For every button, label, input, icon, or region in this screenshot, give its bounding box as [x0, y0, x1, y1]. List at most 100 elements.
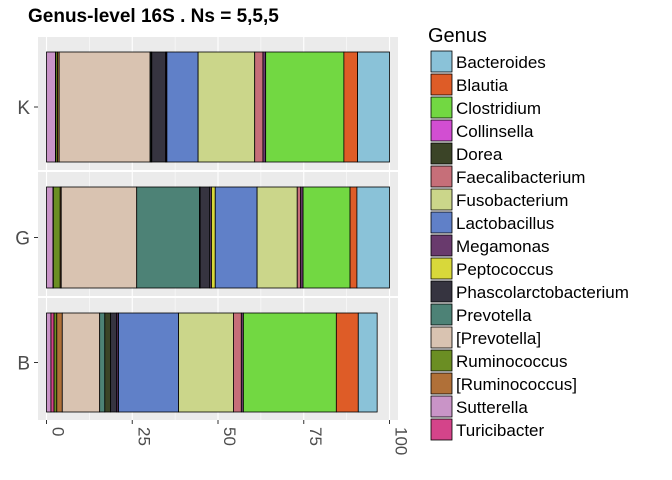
legend-item: Lactobacillus [430, 211, 554, 234]
bar-segment-phascolarctobacterium [110, 312, 117, 413]
x-tick-label: 50 [220, 427, 239, 446]
y-tick-label: K [17, 98, 30, 119]
x-tick-label: 75 [306, 427, 325, 446]
legend-swatch [430, 303, 453, 326]
legend-label: Clostridium [456, 99, 541, 118]
bar-segment-fusobacterium [197, 51, 256, 163]
legend-swatch [430, 418, 453, 441]
legend-label: Phascolarctobacterium [456, 283, 629, 302]
legend-label: Faecalibacterium [456, 168, 585, 187]
bar-segment-blautia [349, 186, 358, 289]
legend-label: Fusobacterium [456, 191, 568, 210]
y-tick-label: G [15, 229, 30, 250]
legend-label: Collinsella [456, 122, 534, 141]
legend-item: Sutterella [430, 395, 528, 418]
legend-label: Sutterella [456, 398, 528, 417]
legend-label: Turicibacter [456, 421, 545, 440]
legend-swatch [430, 211, 453, 234]
bar-segment-lactobacillus [214, 186, 258, 289]
bar-segment-lactobacillus [166, 51, 199, 163]
panel-G: G [15, 172, 398, 296]
x-tick-label: 100 [392, 427, 411, 455]
legend-item: Clostridium [430, 96, 541, 119]
bar-segment-prevotella [58, 51, 151, 163]
bar-segment-ruminococcus [53, 312, 58, 413]
legend-swatch [430, 372, 453, 395]
bar-segment-ruminococcus [56, 312, 63, 413]
bar-segment-dorea [104, 312, 112, 413]
bar-segment-phascolarctobacterium [151, 51, 166, 163]
legend-swatch [430, 234, 453, 257]
legend-swatch [430, 326, 453, 349]
legend-label: Megamonas [456, 237, 550, 256]
legend-item: Megamonas [430, 234, 550, 257]
bar-segment-clostridium [302, 186, 351, 289]
bar-segment-blautia [335, 312, 359, 413]
bar-segment-bacteroides [356, 186, 390, 289]
legend-items: Bacteroides Blautia Clostridium Collinsella… [430, 50, 629, 441]
bar-segment-prevotella [136, 186, 200, 289]
legend-label: Ruminococcus [456, 352, 568, 371]
legend-item: Dorea [430, 142, 503, 165]
bar-segment-fusobacterium [256, 186, 298, 289]
legend-item: [Ruminococcus] [430, 372, 577, 395]
bar-segment-phascolarctobacterium [199, 186, 211, 289]
bar-segment-blautia [343, 51, 359, 163]
bar-segment-sutterella [46, 186, 54, 289]
legend-item: Ruminococcus [430, 349, 568, 372]
legend-label: [Prevotella] [456, 329, 541, 348]
legend-title: Genus [428, 25, 487, 47]
x-axis: 0 25 50 75 100 [46, 420, 411, 455]
legend-label: Prevotella [456, 306, 532, 325]
legend-swatch [430, 119, 453, 142]
x-tick-label: 0 [49, 427, 68, 436]
bar-segment-turicibacter [50, 312, 55, 413]
bar-segment-clostridium [242, 312, 337, 413]
legend-swatch [430, 165, 453, 188]
bar-segment-ruminococcus [52, 186, 61, 289]
chart-title: Genus-level 16S . Ns = 5,5,5 [28, 6, 279, 27]
legend-label: Blautia [456, 76, 509, 95]
legend-item: Blautia [430, 73, 509, 96]
legend-label: Peptococcus [456, 260, 553, 279]
panel-B: B [17, 298, 398, 420]
bar-segment-bacteroides [357, 51, 390, 163]
panel-K: K [17, 37, 398, 170]
bar-segment-sutterella [46, 312, 52, 413]
legend-label: Dorea [456, 145, 503, 164]
legend-swatch [430, 257, 453, 280]
legend-label: Lactobacillus [456, 214, 554, 233]
bar-segment-megamonas [262, 51, 267, 163]
bar-segment-faecalibacterium [254, 51, 264, 163]
legend-swatch [430, 96, 453, 119]
x-tick-label: 25 [134, 427, 153, 446]
legend-item: Faecalibacterium [430, 165, 585, 188]
bar-segment-lactobacillus [118, 312, 179, 413]
bar-segment-prevotella [61, 312, 101, 413]
legend-swatch [430, 50, 453, 73]
legend-swatch [430, 280, 453, 303]
legend-item: Collinsella [430, 119, 534, 142]
legend-item: Bacteroides [430, 50, 546, 73]
legend-item: Prevotella [430, 303, 532, 326]
bar-segment-clostridium [265, 51, 345, 163]
legend-swatch [430, 349, 453, 372]
legend-label: [Ruminococcus] [456, 375, 577, 394]
y-tick-label: B [17, 354, 30, 375]
plot-panels: K G B [15, 37, 398, 420]
legend-item: Turicibacter [430, 418, 545, 441]
legend-item: [Prevotella] [430, 326, 541, 349]
bar-segment-peptococcus [211, 186, 216, 289]
legend-swatch [430, 142, 453, 165]
bar-segment-faecalibacterium [233, 312, 242, 413]
bar-segment-fusobacterium [178, 312, 234, 413]
bar-segment-prevotella [99, 312, 106, 413]
legend-label: Bacteroides [456, 53, 546, 72]
legend-item: Fusobacterium [430, 188, 568, 211]
legend: Genus Bacteroides Blautia Clostridium Colli… [428, 25, 629, 441]
bar-segment-faecalibacterium [296, 186, 302, 289]
legend-swatch [430, 188, 453, 211]
bar-segment-bacteroides [357, 312, 378, 413]
bar-segment-prevotella [60, 186, 138, 289]
